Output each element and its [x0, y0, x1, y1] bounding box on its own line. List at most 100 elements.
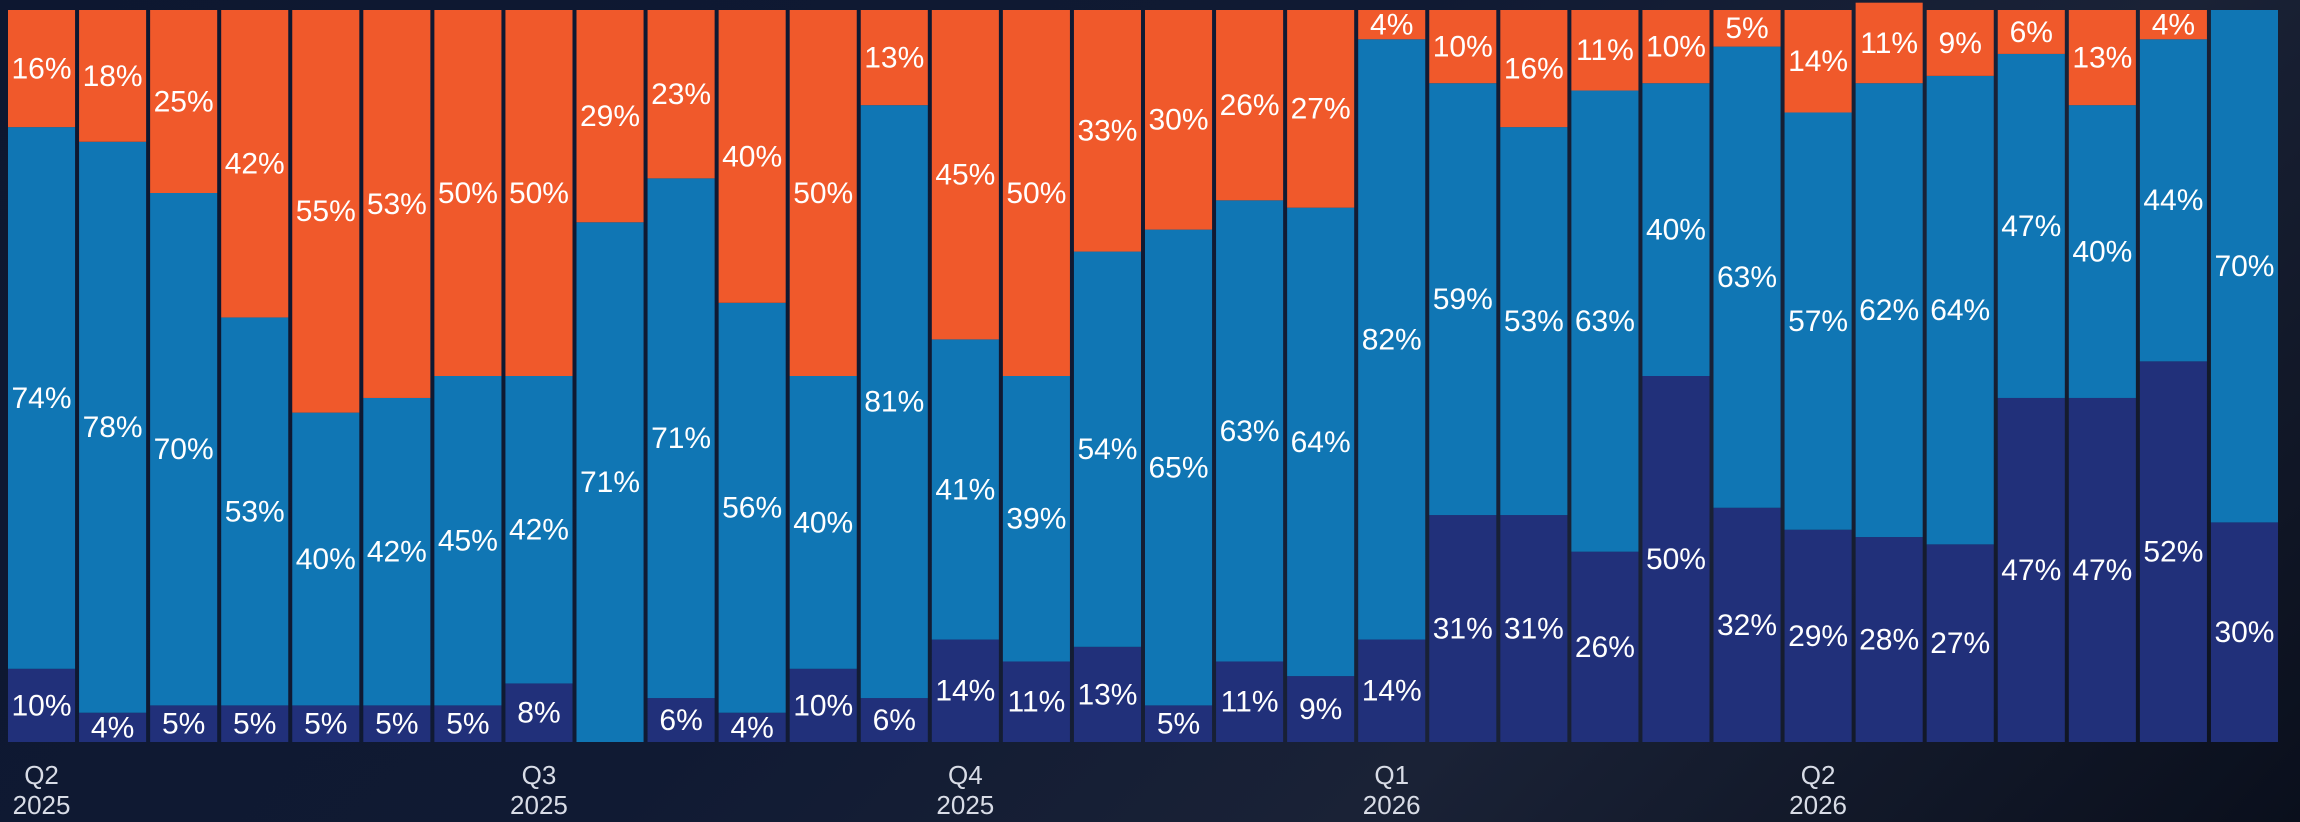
bar-segment [434, 10, 502, 376]
bar-segment [1500, 515, 1568, 742]
bar-segment [1500, 10, 1568, 128]
data-label: 40% [1646, 214, 1706, 247]
bar-segment [1073, 646, 1141, 742]
bar-segment [718, 10, 786, 303]
data-label: 9% [1939, 27, 1982, 60]
data-label: 50% [438, 177, 498, 210]
bar-segment [505, 683, 573, 742]
bar-segment [221, 705, 289, 742]
bar-segment [789, 10, 857, 376]
data-label: 50% [509, 177, 569, 210]
data-label: 50% [793, 177, 853, 210]
data-label: 78% [83, 411, 143, 444]
bar-segment [1002, 10, 1070, 376]
bar-segment [1216, 661, 1284, 742]
bar-segment [1713, 10, 1781, 47]
bar-segment [434, 705, 502, 742]
bar-segment [363, 705, 431, 742]
data-label: 64% [1930, 294, 1990, 327]
data-label: 59% [1433, 283, 1493, 316]
bar-segment [1216, 10, 1284, 201]
bar-segment [292, 705, 360, 742]
data-label: 10% [793, 689, 853, 722]
data-label: 30% [1149, 104, 1209, 137]
data-label: 11% [1221, 686, 1279, 719]
data-label: 71% [580, 466, 640, 499]
bar-segment [1926, 10, 1994, 76]
bar-segment [860, 10, 928, 106]
data-label: 32% [1717, 609, 1777, 642]
data-label: 5% [375, 708, 418, 741]
data-label: 40% [722, 140, 782, 173]
bar-segment [434, 376, 502, 706]
bar-segment [647, 698, 715, 742]
data-label: 14% [1788, 45, 1848, 78]
data-label: 6% [2010, 16, 2053, 49]
data-label: 16% [12, 52, 72, 85]
bar-segment [1642, 83, 1710, 376]
data-label: 53% [367, 188, 427, 221]
bar-segment [1855, 537, 1923, 742]
bar-segment [1287, 207, 1355, 677]
bar-segment [1571, 10, 1639, 91]
bar-segment [150, 193, 218, 706]
data-label: 82% [1362, 323, 1422, 356]
data-label: 10% [12, 689, 72, 722]
data-label: 63% [1717, 261, 1777, 294]
bar-segment [292, 10, 360, 413]
bar-segment [1002, 376, 1070, 662]
bar-segment [8, 127, 76, 669]
bar-segment [8, 10, 76, 128]
bar-segment [576, 222, 644, 742]
data-label: 53% [225, 495, 285, 528]
data-label: 5% [1157, 708, 1200, 741]
data-label: 29% [1788, 620, 1848, 653]
data-label: 13% [2072, 42, 2132, 75]
bar-segment [8, 668, 76, 742]
data-label: 14% [1362, 675, 1422, 708]
data-label: 8% [517, 697, 560, 730]
bar-segment [1997, 10, 2065, 54]
bar-segment [860, 105, 928, 699]
data-label: 62% [1859, 294, 1919, 327]
bar-segment [1784, 10, 1852, 113]
bar-segment [1997, 53, 2065, 398]
bar-segment [647, 10, 715, 179]
bar-segment [2139, 10, 2207, 40]
data-label: 81% [864, 386, 924, 419]
bar-segment [1073, 10, 1141, 252]
data-label: 26% [1575, 631, 1635, 664]
bar-segment [1997, 397, 2065, 742]
data-label: 57% [1788, 305, 1848, 338]
data-label: 13% [864, 42, 924, 75]
bar-segment [1216, 200, 1284, 662]
data-label: 40% [793, 506, 853, 539]
data-label: 70% [2214, 250, 2274, 283]
data-label: 52% [2143, 536, 2203, 569]
bar-segment [1713, 46, 1781, 508]
data-label: 40% [296, 543, 356, 576]
bar-segment [2210, 522, 2278, 742]
data-label: 10% [1433, 31, 1493, 64]
bar-segment [150, 705, 218, 742]
bar-segment [505, 376, 573, 684]
bar-segment [1855, 2, 1923, 84]
bar-segment [363, 10, 431, 398]
data-label: 47% [2072, 554, 2132, 587]
data-label: 47% [2001, 210, 2061, 243]
data-label: 63% [1220, 415, 1280, 448]
data-label: 23% [651, 78, 711, 111]
bar-segment [1002, 661, 1070, 742]
data-label: 31% [1433, 612, 1493, 645]
bar-segment [221, 317, 289, 706]
data-label: 14% [935, 675, 995, 708]
data-label: 10% [1646, 31, 1706, 64]
x-tick-label: Q2 2025 [12, 760, 71, 820]
data-label: 5% [304, 708, 347, 741]
data-label: 42% [509, 514, 569, 547]
data-label: 6% [873, 704, 916, 737]
data-label: 27% [1291, 93, 1351, 126]
data-label: 55% [296, 195, 356, 228]
data-label: 50% [1646, 543, 1706, 576]
bar-segment [1429, 10, 1497, 84]
